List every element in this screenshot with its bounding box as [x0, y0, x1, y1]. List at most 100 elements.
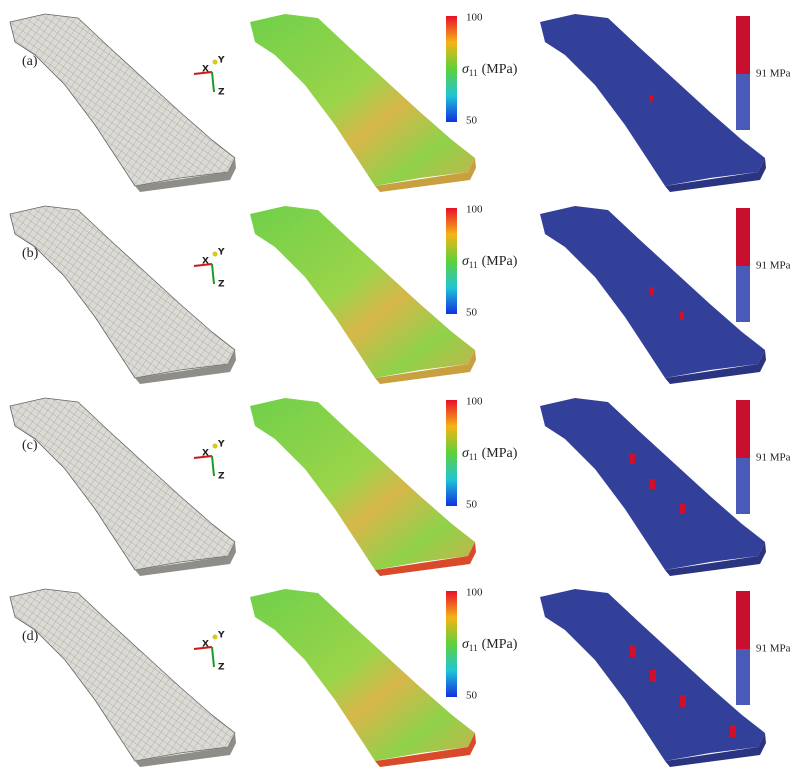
overstress-spot: [650, 670, 656, 682]
threshold-model: [540, 14, 766, 192]
overstress-spot: [630, 645, 636, 657]
mesh-model: [9, 205, 236, 384]
overstress-spot: [680, 695, 686, 707]
z-arrow: [211, 71, 215, 93]
stress-unit: (MPa): [482, 637, 518, 652]
threshold-upper: [736, 400, 750, 458]
stress-subscript: 11: [469, 452, 478, 462]
colorbar-title: σ11 (MPa): [462, 62, 518, 78]
mesh-edge: [135, 350, 236, 384]
colorbar-title: σ11 (MPa): [462, 637, 518, 653]
threshold-model: [540, 206, 766, 384]
panel-label: (b): [22, 246, 39, 261]
mesh-surface: [9, 588, 236, 762]
overstress-spot: [630, 454, 635, 464]
stress-model: [250, 589, 476, 767]
colorbar-min: 50: [466, 499, 478, 511]
figure-row: (c) XY Z 100 50 σ11 (MPa) 91 MPa: [9, 396, 791, 576]
stress-surface: [250, 589, 475, 761]
y-marker: [212, 634, 218, 640]
z-axis-label: Z: [218, 472, 225, 482]
overstress-spot: [680, 312, 684, 320]
stress-unit: (MPa): [482, 254, 518, 269]
mesh-surface: [9, 205, 236, 379]
colorbar-min: 50: [466, 115, 478, 127]
axes-triad: XY Z: [193, 248, 225, 290]
x-axis-label: X: [202, 640, 209, 650]
stress-unit: (MPa): [482, 62, 518, 77]
stress-subscript: 11: [469, 260, 478, 270]
stress-surface: [250, 398, 475, 570]
stress-edge: [375, 158, 476, 192]
figure-row: (d) XY Z 100 50 σ11 (MPa) 91 MPa: [9, 587, 791, 767]
z-axis-label: Z: [218, 663, 225, 673]
colorbar-max: 100: [466, 396, 483, 408]
threshold-edge: [665, 158, 766, 192]
threshold-label: 91 MPa: [756, 643, 791, 655]
threshold-edge: [665, 542, 766, 576]
mesh-surface: [9, 397, 236, 571]
stress-edge: [375, 350, 476, 384]
z-arrow: [211, 455, 215, 477]
mesh-model: [9, 13, 236, 192]
panel-label: (d): [22, 629, 39, 644]
colorbar-min: 50: [466, 690, 478, 702]
stress-subscript: 11: [469, 68, 478, 78]
stress-surface: [250, 14, 475, 186]
overstress-spot: [650, 479, 655, 489]
mesh-surface: [9, 13, 236, 187]
threshold-label: 91 MPa: [756, 260, 791, 272]
colorbar-max: 100: [466, 12, 483, 24]
stress-symbol: σ: [462, 446, 470, 461]
threshold-lower: [736, 74, 750, 130]
colorbar-title: σ11 (MPa): [462, 446, 518, 462]
x-arrow: [193, 71, 213, 75]
stress-model: [250, 14, 476, 192]
threshold-upper: [736, 16, 750, 74]
stress-unit: (MPa): [482, 446, 518, 461]
y-axis-label: Y: [217, 248, 225, 258]
y-axis-label: Y: [217, 440, 225, 450]
stress-edge: [375, 733, 476, 767]
x-axis-label: X: [202, 65, 209, 75]
stress-subscript: 11: [469, 643, 478, 653]
mesh-model: [9, 397, 236, 576]
stress-model: [250, 206, 476, 384]
axes-triad: XY Z: [193, 440, 225, 482]
mesh-model: [9, 588, 236, 767]
threshold-lower: [736, 649, 750, 705]
threshold-edge: [665, 733, 766, 767]
overstress-spot: [650, 287, 654, 295]
panel-label: (a): [22, 54, 38, 69]
z-arrow: [211, 263, 215, 285]
colorbar-title: σ11 (MPa): [462, 254, 518, 270]
axes-triad: XY Z: [193, 56, 225, 98]
overstress-spot: [730, 725, 736, 737]
threshold-upper: [736, 208, 750, 266]
mesh-edge: [135, 158, 236, 192]
figure-row: (b) XY Z 100 50 σ11 (MPa) 91 MPa: [9, 204, 791, 384]
x-axis-label: X: [202, 257, 209, 267]
stress-symbol: σ: [462, 637, 470, 652]
y-axis-label: Y: [217, 631, 225, 641]
y-marker: [212, 443, 218, 449]
stress-colorbar: [446, 16, 457, 122]
stress-colorbar: [446, 400, 457, 506]
threshold-lower: [736, 266, 750, 322]
stress-surface: [250, 206, 475, 378]
overstress-spot: [680, 504, 685, 514]
colorbar-min: 50: [466, 307, 478, 319]
stress-edge: [375, 542, 476, 576]
threshold-lower: [736, 458, 750, 514]
z-arrow: [211, 646, 215, 668]
overstress-spot: [650, 95, 653, 101]
threshold-model: [540, 398, 766, 576]
stress-model: [250, 398, 476, 576]
threshold-model: [540, 589, 766, 767]
threshold-label: 91 MPa: [756, 68, 791, 80]
panel-label: (c): [22, 438, 38, 453]
x-arrow: [193, 455, 213, 459]
x-arrow: [193, 646, 213, 650]
mesh-edge: [135, 542, 236, 576]
